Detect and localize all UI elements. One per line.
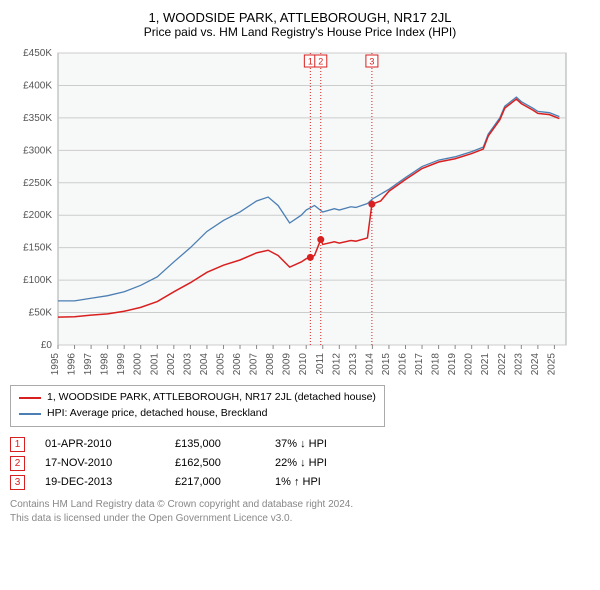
svg-text:£0: £0: [41, 340, 53, 351]
svg-text:2020: 2020: [464, 353, 475, 376]
svg-text:£150K: £150K: [23, 243, 52, 254]
sale-marker: 2: [10, 456, 25, 471]
svg-text:2021: 2021: [480, 353, 491, 376]
sale-price: £135,000: [175, 438, 255, 450]
svg-text:1997: 1997: [83, 353, 94, 376]
svg-text:1998: 1998: [100, 353, 111, 376]
title-block: 1, WOODSIDE PARK, ATTLEBOROUGH, NR17 2JL…: [10, 10, 590, 39]
footer-line2: This data is licensed under the Open Gov…: [10, 512, 590, 526]
title-line1: 1, WOODSIDE PARK, ATTLEBOROUGH, NR17 2JL: [10, 10, 590, 25]
legend-label: 1, WOODSIDE PARK, ATTLEBOROUGH, NR17 2JL…: [47, 390, 376, 406]
sale-marker: 3: [10, 475, 25, 490]
legend-item: 1, WOODSIDE PARK, ATTLEBOROUGH, NR17 2JL…: [19, 390, 376, 406]
svg-text:£350K: £350K: [23, 113, 52, 124]
svg-text:2012: 2012: [331, 353, 342, 376]
svg-text:3: 3: [369, 56, 374, 66]
sale-date: 01-APR-2010: [45, 438, 155, 450]
sale-date: 19-DEC-2013: [45, 476, 155, 488]
svg-text:2002: 2002: [166, 353, 177, 376]
sale-date: 17-NOV-2010: [45, 457, 155, 469]
svg-text:2018: 2018: [431, 353, 442, 376]
svg-text:2: 2: [318, 56, 323, 66]
svg-text:2008: 2008: [265, 353, 276, 376]
sale-diff: 22% ↓ HPI: [275, 457, 365, 469]
legend-swatch: [19, 413, 41, 415]
svg-text:2010: 2010: [298, 353, 309, 376]
sale-diff: 37% ↓ HPI: [275, 438, 365, 450]
svg-text:£250K: £250K: [23, 178, 52, 189]
svg-text:1996: 1996: [67, 353, 78, 376]
legend-swatch: [19, 397, 41, 399]
svg-text:£100K: £100K: [23, 275, 52, 286]
svg-text:2007: 2007: [249, 353, 260, 376]
svg-text:2009: 2009: [282, 353, 293, 376]
legend: 1, WOODSIDE PARK, ATTLEBOROUGH, NR17 2JL…: [10, 385, 385, 427]
svg-text:2015: 2015: [381, 353, 392, 376]
svg-text:2024: 2024: [530, 353, 541, 376]
price-chart: £0 £50K £100K £150K £200K £250K £300K £350K £400…: [10, 47, 590, 377]
svg-text:2006: 2006: [232, 353, 243, 376]
svg-text:2003: 2003: [182, 353, 193, 376]
legend-label: HPI: Average price, detached house, Brec…: [47, 406, 267, 422]
footer-attribution: Contains HM Land Registry data © Crown c…: [10, 498, 590, 526]
svg-text:£400K: £400K: [23, 80, 52, 91]
svg-text:1995: 1995: [50, 353, 61, 376]
svg-text:£300K: £300K: [23, 145, 52, 156]
svg-text:2022: 2022: [497, 353, 508, 376]
sale-row: 2 17-NOV-2010 £162,500 22% ↓ HPI: [10, 456, 590, 471]
svg-text:1999: 1999: [116, 353, 127, 376]
svg-text:£450K: £450K: [23, 48, 52, 59]
svg-text:2014: 2014: [364, 353, 375, 376]
sale-row: 1 01-APR-2010 £135,000 37% ↓ HPI: [10, 437, 590, 452]
svg-text:2001: 2001: [149, 353, 160, 376]
svg-text:2019: 2019: [447, 353, 458, 376]
sale-price: £217,000: [175, 476, 255, 488]
svg-text:2017: 2017: [414, 353, 425, 376]
sale-marker: 1: [10, 437, 25, 452]
legend-item: HPI: Average price, detached house, Brec…: [19, 406, 376, 422]
svg-text:2025: 2025: [546, 353, 557, 376]
footer-line1: Contains HM Land Registry data © Crown c…: [10, 498, 590, 512]
sale-diff: 1% ↑ HPI: [275, 476, 365, 488]
sale-price: £162,500: [175, 457, 255, 469]
svg-text:1: 1: [308, 56, 313, 66]
svg-text:2013: 2013: [348, 353, 359, 376]
svg-text:2023: 2023: [513, 353, 524, 376]
sales-table: 1 01-APR-2010 £135,000 37% ↓ HPI 2 17-NOV-201…: [10, 437, 590, 490]
svg-text:2005: 2005: [215, 353, 226, 376]
svg-text:2016: 2016: [397, 353, 408, 376]
sale-row: 3 19-DEC-2013 £217,000 1% ↑ HPI: [10, 475, 590, 490]
title-line2: Price paid vs. HM Land Registry's House …: [10, 25, 590, 39]
svg-text:2000: 2000: [133, 353, 144, 376]
svg-text:£200K: £200K: [23, 210, 52, 221]
svg-text:£50K: £50K: [29, 308, 53, 319]
svg-text:2004: 2004: [199, 353, 210, 376]
svg-text:2011: 2011: [315, 353, 326, 375]
